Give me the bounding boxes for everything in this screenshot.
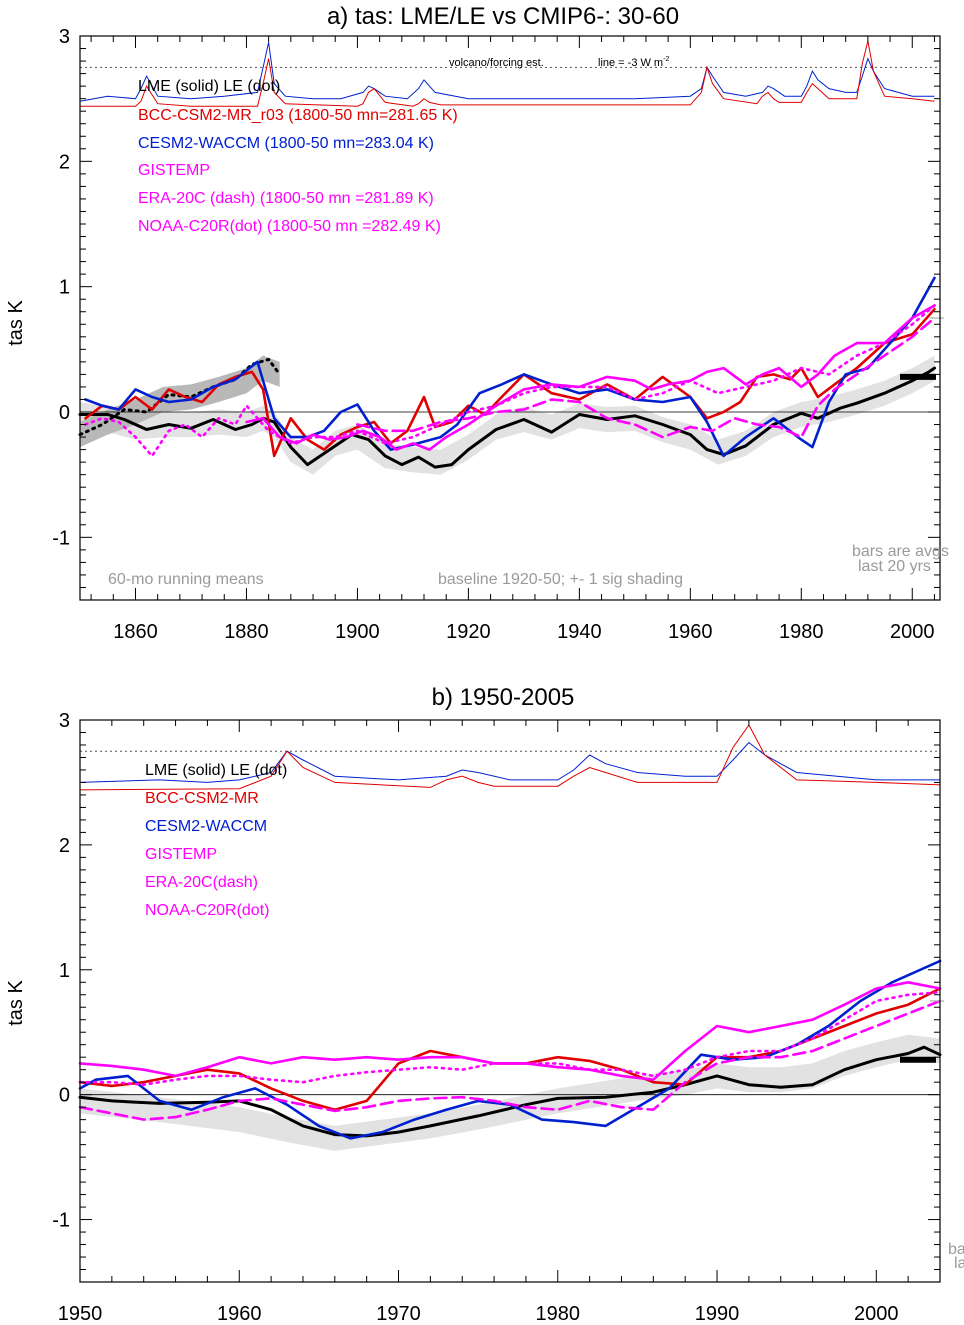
legend-gistemp: GISTEMP (138, 162, 210, 179)
y-tick-label: 1 (59, 960, 70, 982)
x-tick-label: 1960 (668, 621, 713, 643)
x-tick-label: 2000 (890, 621, 935, 643)
bars-note-line1: bars are avgs (852, 543, 949, 560)
volcano-forcing-bcc (80, 40, 935, 107)
series-era-20c-dash (356, 316, 936, 439)
x-tick-label: 2000 (854, 1303, 899, 1325)
x-tick-label: 1920 (446, 621, 491, 643)
volcano-forcing-bcc (79, 724, 941, 791)
legend-era: ERA-20C (dash) (1800-50 mn =281.89 K) (138, 190, 434, 207)
y-tick-label: 0 (59, 1085, 70, 1107)
series-lme-solid (78, 366, 936, 469)
y-tick-label: -1 (52, 527, 70, 549)
series-era-20c-dash (78, 999, 942, 1121)
series-lme-solid (78, 1045, 942, 1138)
bars-note-cut-line2: la (954, 1255, 964, 1272)
y-tick-label: 1 (59, 277, 70, 299)
panel-a-plot-area: -1 0 1 2 3 1860 1880 1900 1920 1940 1960 1980 2000 (52, 26, 944, 643)
legend-cesm: CESM2-WACCM (145, 818, 267, 835)
panel-a: a) tas: LME/LE vs CMIP6-: 30-60 tas K -1… (5, 3, 949, 643)
series-noaa-c20r-dot (78, 991, 942, 1086)
legend-cesm: CESM2-WACCM (1800-50 mn=283.04 K) (138, 135, 434, 152)
y-tick-label: 2 (59, 151, 70, 173)
running-mean-note: 60-mo running means (108, 571, 264, 588)
panel-a-legend: LME (solid) LE (dot) BCC-CSM2-MR_r03 (18… (138, 78, 458, 235)
series-cesm2-waccm (84, 276, 936, 458)
volcano-annotation: volcano/forcing est. (449, 57, 544, 69)
legend-era: ERA-20C(dash) (145, 874, 258, 891)
panel-b-legend: LME (solid) LE (dot) BCC-CSM2-MR CESM2-W… (145, 762, 287, 919)
volcano-forcing-cesm (79, 42, 935, 102)
panel-b-plot-area: -1 0 1 2 3 1950 1960 1970 1980 1990 2000 (52, 710, 944, 1325)
x-tick-label: 1900 (335, 621, 380, 643)
baseline-note: baseline 1920-50; +- 1 sig shading (438, 571, 683, 588)
legend-lme-le: LME (solid) LE (dot) (138, 78, 280, 95)
series-gistemp (245, 304, 936, 451)
legend-bcc: BCC-CSM2-MR_r03 (1800-50 mn=281.65 K) (138, 107, 458, 124)
y-tick-label: 2 (59, 835, 70, 857)
x-tick-label: 1970 (376, 1303, 421, 1325)
bars-note-cut-line1: ba (948, 1241, 964, 1258)
legend-noaa: NOAA-C20R(dot) (1800-50 mn =282.49 K) (138, 218, 441, 235)
y-tick-label: -1 (52, 1210, 70, 1232)
x-tick-label: 1880 (224, 621, 269, 643)
series-bcc-csm2-mr (78, 987, 942, 1111)
panel-a-title: a) tas: LME/LE vs CMIP6-: 30-60 (327, 3, 679, 30)
legend-bcc: BCC-CSM2-MR (145, 790, 259, 807)
forcing-line-annotation: line = -3 W m-2 (598, 56, 669, 69)
legend-lme-le: LME (solid) LE (dot) (145, 762, 287, 779)
x-tick-label: 1860 (113, 621, 158, 643)
series-le-dot (78, 357, 282, 437)
panel-b-title: b) 1950-2005 (432, 684, 575, 711)
y-tick-label: 3 (59, 710, 70, 732)
x-tick-label: 1980 (779, 621, 824, 643)
panel-b: b) 1950-2005 tas K -1 0 1 2 3 1950 1960 1970 198… (5, 684, 964, 1325)
x-tick-label: 1940 (557, 621, 602, 643)
panel-b-ylabel: tas K (5, 980, 27, 1026)
panel-a-ylabel: tas K (5, 300, 27, 346)
y-tick-label: 3 (59, 26, 70, 48)
plot-frame (79, 35, 941, 601)
x-tick-label: 1980 (536, 1303, 581, 1325)
volcano-forcing-cesm (79, 741, 940, 783)
x-tick-label: 1960 (217, 1303, 262, 1325)
series-bcc-csm2-mr-r03 (84, 307, 936, 458)
x-tick-label: 1950 (58, 1303, 103, 1325)
legend-gistemp: GISTEMP (145, 846, 217, 863)
bars-note-line2: last 20 yrs (858, 558, 931, 575)
x-tick-label: 1990 (695, 1303, 740, 1325)
plot-frame (79, 719, 941, 1283)
lme-sigma-band (80, 355, 935, 475)
legend-noaa: NOAA-C20R(dot) (145, 902, 269, 919)
y-tick-label: 0 (59, 402, 70, 424)
